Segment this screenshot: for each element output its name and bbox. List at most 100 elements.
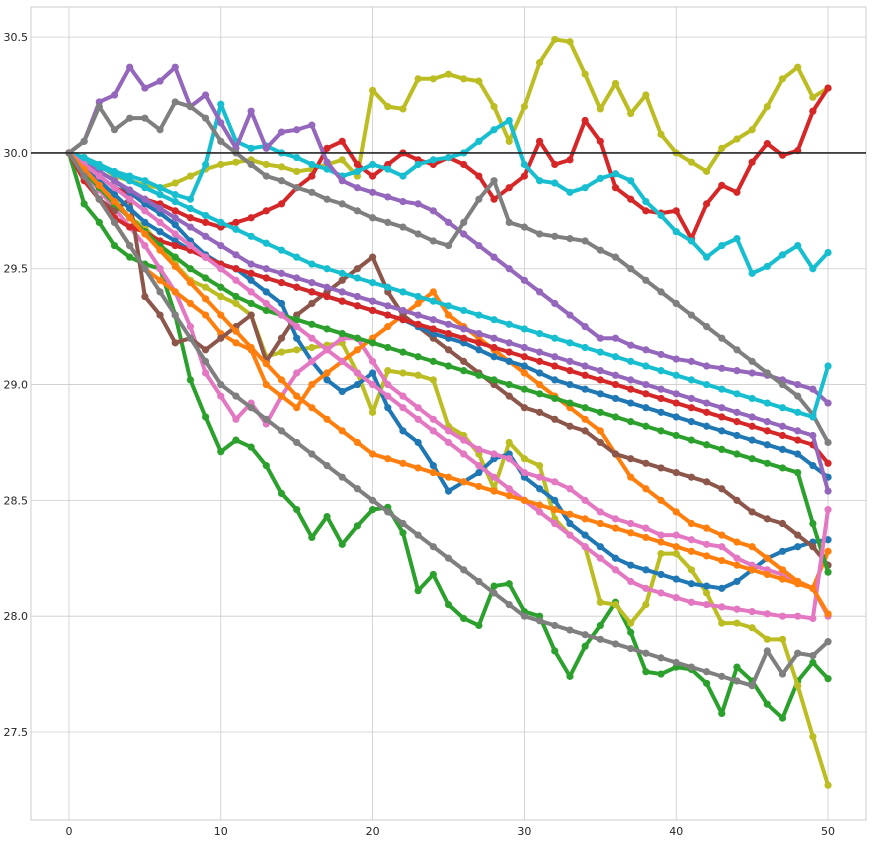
data-point [672, 594, 680, 602]
data-point [809, 651, 817, 660]
data-point [566, 188, 574, 196]
data-point [277, 376, 286, 384]
data-point [718, 584, 726, 592]
data-point [520, 369, 529, 377]
data-point [596, 543, 604, 551]
data-point [778, 519, 787, 528]
data-point [657, 288, 665, 296]
data-point [581, 237, 589, 245]
data-point [627, 455, 635, 463]
data-point [520, 172, 529, 180]
data-point [763, 635, 771, 643]
data-point [247, 404, 255, 412]
data-point [293, 369, 301, 377]
data-point [490, 343, 498, 352]
data-point [702, 422, 711, 430]
data-point [353, 438, 362, 447]
data-point [596, 519, 604, 528]
data-point [718, 672, 726, 680]
data-point [657, 496, 665, 504]
data-point [505, 184, 513, 192]
data-point [520, 325, 529, 333]
data-point [687, 311, 696, 319]
data-point [444, 554, 453, 562]
data-point [429, 207, 437, 215]
data-point [353, 334, 362, 342]
data-point [475, 241, 483, 250]
data-point [702, 524, 711, 532]
data-point [156, 184, 164, 192]
data-point [490, 126, 498, 134]
data-point [702, 679, 711, 687]
data-point [126, 195, 134, 203]
data-point [308, 404, 316, 412]
data-point [368, 279, 377, 287]
data-point [293, 316, 301, 324]
data-point [338, 357, 346, 365]
data-point [718, 181, 726, 189]
data-point [217, 137, 225, 145]
data-point [687, 158, 696, 166]
data-point [384, 343, 392, 352]
y-tick-label: 30.5 [4, 31, 29, 44]
data-point [399, 404, 407, 412]
data-point [566, 422, 574, 430]
data-point [794, 612, 802, 620]
data-point [718, 364, 726, 372]
data-point [687, 598, 696, 606]
data-point [778, 422, 787, 430]
data-point [186, 204, 195, 213]
data-point [490, 353, 498, 361]
data-point [794, 649, 802, 657]
data-point [687, 566, 696, 574]
data-point [733, 538, 741, 546]
data-point [217, 265, 225, 273]
data-point [338, 288, 346, 296]
data-point [657, 394, 665, 403]
data-point [368, 172, 377, 180]
data-point [627, 177, 635, 185]
data-point [293, 392, 301, 400]
data-point [308, 343, 316, 352]
data-point [824, 536, 832, 544]
data-point [399, 427, 407, 435]
data-point [414, 160, 422, 169]
data-point [308, 320, 316, 328]
data-point [414, 464, 422, 472]
data-point [262, 172, 270, 180]
data-point [201, 253, 210, 261]
data-point [778, 635, 787, 643]
data-point [444, 320, 453, 328]
data-point [277, 299, 286, 308]
data-point [566, 38, 574, 46]
data-point [232, 225, 240, 233]
data-point [733, 677, 741, 685]
data-point [566, 626, 574, 634]
data-point [232, 392, 240, 400]
data-point [262, 207, 270, 215]
data-point [126, 63, 134, 71]
data-point [794, 468, 802, 477]
data-point [809, 413, 817, 421]
data-point [201, 232, 210, 240]
series-17 [65, 149, 832, 623]
data-point [702, 167, 711, 176]
data-point [277, 128, 286, 136]
data-point [763, 140, 771, 148]
data-point [141, 207, 149, 215]
data-point [687, 376, 696, 384]
data-point [672, 390, 680, 398]
data-point [293, 184, 301, 192]
data-point [642, 668, 650, 676]
data-point [535, 508, 544, 516]
data-point [141, 114, 149, 122]
data-point [520, 160, 529, 169]
data-point [262, 462, 270, 470]
data-point [581, 531, 589, 539]
data-point [414, 353, 422, 361]
data-point [702, 362, 711, 370]
data-point [748, 369, 756, 377]
data-point [217, 292, 225, 301]
data-point [323, 462, 331, 470]
data-point [201, 311, 210, 319]
